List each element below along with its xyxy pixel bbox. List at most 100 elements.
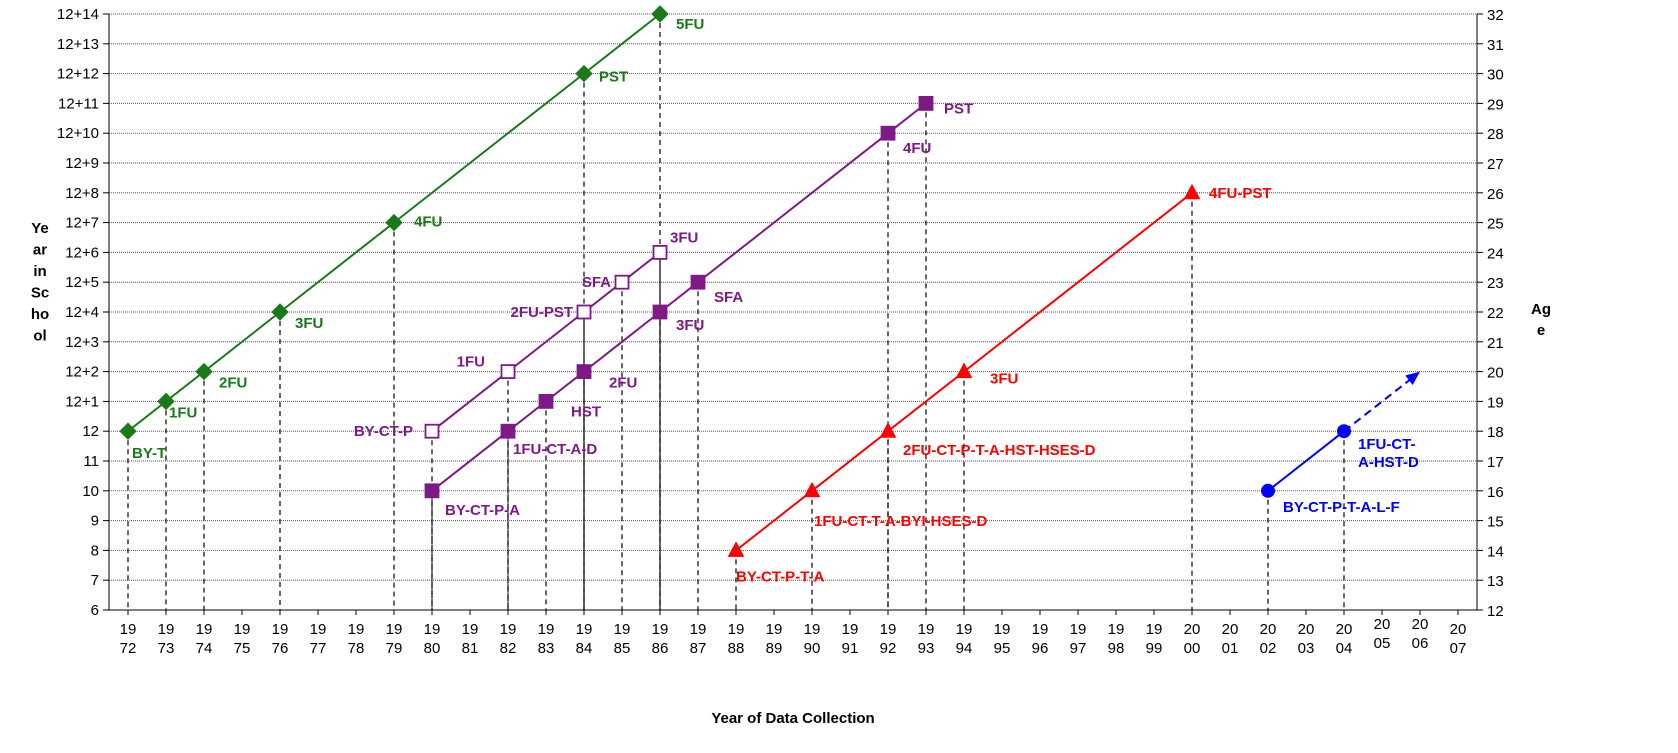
x-tick-label-year: 98 xyxy=(1108,640,1125,657)
y-tick-label-right: 23 xyxy=(1487,275,1504,292)
x-tick-label-year: 82 xyxy=(500,640,517,657)
y-tick-label-left: 12+14 xyxy=(57,6,99,23)
x-tick-label-year: 80 xyxy=(424,640,441,657)
x-tick-label-century: 20 xyxy=(1222,621,1239,638)
y-tick-label-left: 12+5 xyxy=(65,274,99,291)
x-tick-label-century: 19 xyxy=(462,621,479,638)
x-tick-label-century: 19 xyxy=(272,621,289,638)
y-tick-label-left: 6 xyxy=(91,602,99,619)
data-label: BY-CT-P-T-A xyxy=(736,568,824,585)
data-point-triangle xyxy=(881,423,896,437)
data-label: 1FU-CT- xyxy=(1358,436,1416,453)
y-tick-label-right: 28 xyxy=(1487,126,1504,143)
y-tick-label-right: 15 xyxy=(1487,514,1504,531)
x-tick-label-century: 20 xyxy=(1374,616,1391,633)
x-tick-label-year: 91 xyxy=(842,640,859,657)
data-label: 5FU xyxy=(676,16,704,33)
x-tick-label-year: 77 xyxy=(310,640,327,657)
x-tick-label-year: 01 xyxy=(1222,640,1239,657)
x-tick-label-year: 87 xyxy=(690,640,707,657)
y-axis-title-left-part: in xyxy=(33,263,46,280)
x-tick-label-year: 90 xyxy=(804,640,821,657)
y-tick-label-left: 12+1 xyxy=(65,393,99,410)
data-label: BY-CT-P-A xyxy=(445,502,520,519)
y-axis-title-left-part: ar xyxy=(33,242,47,259)
y-tick-label-left: 12+7 xyxy=(65,215,99,232)
x-tick-label-century: 20 xyxy=(1260,621,1277,638)
y-tick-label-left: 10 xyxy=(82,483,99,500)
data-label: 3FU xyxy=(676,317,704,334)
y-tick-label-left: 12+2 xyxy=(65,364,99,381)
data-label: HST xyxy=(571,403,601,420)
y-tick-label-right: 22 xyxy=(1487,305,1504,322)
y-tick-label-left: 12+3 xyxy=(65,334,99,351)
x-tick-label-year: 07 xyxy=(1450,640,1467,657)
x-tick-label-year: 02 xyxy=(1260,640,1277,657)
x-tick-label-year: 94 xyxy=(956,640,973,657)
x-tick-label-century: 20 xyxy=(1336,621,1353,638)
y-axis-title-right-part: e xyxy=(1537,322,1545,339)
x-tick-label-century: 19 xyxy=(728,621,745,638)
x-tick-label-century: 19 xyxy=(690,621,707,638)
y-tick-label-right: 17 xyxy=(1487,454,1504,471)
y-tick-label-left: 8 xyxy=(91,542,99,559)
y-axis-title-left-part: ol xyxy=(33,328,46,345)
x-tick-label-year: 00 xyxy=(1184,640,1201,657)
x-tick-label-year: 06 xyxy=(1412,635,1429,652)
data-point-circle xyxy=(1262,484,1275,497)
x-tick-label-century: 19 xyxy=(1108,621,1125,638)
x-tick-label-century: 19 xyxy=(842,621,859,638)
y-tick-label-right: 19 xyxy=(1487,394,1504,411)
y-axis-title-left-part: Sc xyxy=(31,285,49,302)
x-tick-label-year: 74 xyxy=(196,640,213,657)
x-tick-label-year: 72 xyxy=(120,640,137,657)
x-tick-label-century: 20 xyxy=(1184,621,1201,638)
x-tick-label-year: 93 xyxy=(918,640,935,657)
x-tick-label-year: 04 xyxy=(1336,640,1353,657)
data-point-square-filled xyxy=(540,395,553,408)
x-tick-label-century: 19 xyxy=(424,621,441,638)
projection-arrowhead xyxy=(1405,372,1420,385)
y-tick-label-left: 12+10 xyxy=(57,125,99,142)
x-tick-label-year: 76 xyxy=(272,640,289,657)
x-tick-label-century: 19 xyxy=(310,621,327,638)
x-tick-label-century: 19 xyxy=(614,621,631,638)
y-tick-label-right: 13 xyxy=(1487,573,1504,590)
data-label: 1FU-CT-A-D xyxy=(513,441,597,458)
data-point-triangle xyxy=(805,483,820,497)
y-tick-label-left: 11 xyxy=(83,453,99,470)
x-tick-label-century: 19 xyxy=(956,621,973,638)
y-tick-label-right: 30 xyxy=(1487,67,1504,84)
x-tick-label-year: 84 xyxy=(576,640,593,657)
data-label: SFA xyxy=(582,274,611,291)
data-label: 2FU-CT-P-T-A-HST-HSES-D xyxy=(903,442,1096,459)
data-point-square-open xyxy=(616,276,629,289)
y-tick-label-right: 12 xyxy=(1487,603,1504,620)
y-tick-label-right: 24 xyxy=(1487,245,1504,262)
data-label: 1FU-CT-T-A-BYI-HSES-D xyxy=(814,513,987,530)
data-label: 1FU xyxy=(457,354,485,371)
y-tick-label-right: 27 xyxy=(1487,156,1504,173)
y-tick-label-right: 29 xyxy=(1487,96,1504,113)
y-tick-label-right: 25 xyxy=(1487,216,1504,233)
data-point-triangle xyxy=(729,542,744,556)
x-tick-label-century: 19 xyxy=(1032,621,1049,638)
x-tick-label-century: 19 xyxy=(918,621,935,638)
y-tick-label-left: 12+4 xyxy=(65,304,99,321)
x-tick-label-century: 19 xyxy=(196,621,213,638)
y-axis-title-left-part: Ye xyxy=(31,220,49,237)
y-tick-label-left: 12+9 xyxy=(65,155,99,172)
y-tick-label-right: 14 xyxy=(1487,543,1504,560)
x-tick-label-century: 19 xyxy=(652,621,669,638)
y-tick-label-right: 20 xyxy=(1487,365,1504,382)
x-tick-label-century: 19 xyxy=(234,621,251,638)
data-point-square-open xyxy=(578,306,591,319)
x-tick-label-century: 19 xyxy=(576,621,593,638)
data-label: 2FU xyxy=(609,375,637,392)
y-tick-label-right: 26 xyxy=(1487,186,1504,203)
x-tick-label-year: 96 xyxy=(1032,640,1049,657)
data-point-square-filled xyxy=(882,127,895,140)
y-axis-title-right-part: Ag xyxy=(1531,301,1551,318)
